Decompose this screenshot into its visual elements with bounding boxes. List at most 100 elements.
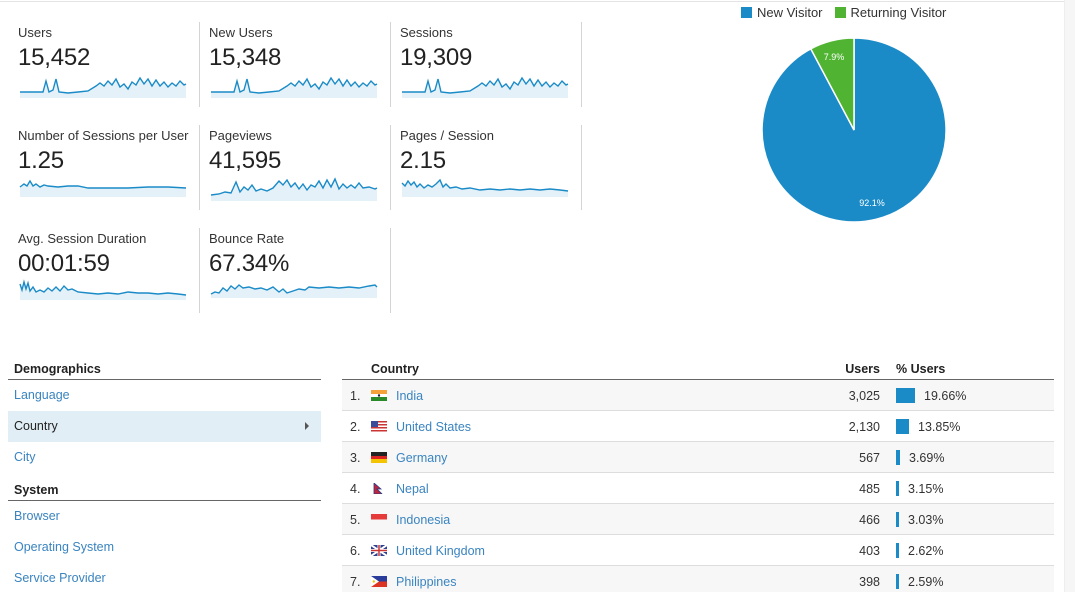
users-value: 567 (859, 451, 880, 465)
metric-bounce-rate[interactable]: Bounce Rate 67.34% (201, 228, 391, 313)
metric-pageviews[interactable]: Pageviews 41,595 (201, 125, 391, 210)
metric-value: 00:01:59 (18, 250, 110, 277)
metric-sessions[interactable]: Sessions 19,309 (392, 22, 582, 107)
sparkline (402, 76, 569, 98)
table-header: Country Users % Users (342, 358, 1054, 380)
metric-value: 2.15 (400, 147, 446, 174)
flag-germany-icon (371, 452, 387, 463)
country-link[interactable]: Germany (396, 451, 448, 465)
caret-right-icon (305, 422, 309, 430)
country-link[interactable]: India (396, 389, 424, 403)
metric-value: 19,309 (400, 44, 473, 71)
metric-value: 15,348 (209, 44, 282, 71)
metric-pages-per-session[interactable]: Pages / Session 2.15 (392, 125, 582, 210)
legend-swatch-new (741, 7, 752, 18)
dimension-menu: Demographics Language Country City Syste… (8, 358, 321, 592)
metric-label: Pages / Session (400, 128, 494, 143)
country-link[interactable]: Indonesia (396, 513, 451, 527)
visitor-pie-chart[interactable]: 7.9% 92.1% (760, 36, 948, 224)
menu-item-operating-system[interactable]: Operating System (14, 540, 115, 554)
legend-label: New Visitor (757, 5, 823, 20)
users-value: 3,025 (848, 389, 880, 403)
metric-sessions-per-user[interactable]: Number of Sessions per User 1.25 (10, 125, 200, 210)
metric-label: Users (18, 25, 52, 40)
metric-label: Bounce Rate (209, 231, 285, 246)
flag-indonesia-icon (371, 514, 387, 525)
pct-users-value: 13.85% (918, 420, 961, 434)
row-index: 7. (350, 575, 361, 589)
pct-users-value: 3.69% (909, 451, 945, 465)
menu-item-browser[interactable]: Browser (14, 509, 60, 523)
pct-users-value: 19.66% (924, 389, 967, 403)
flag-india-icon (371, 390, 387, 401)
metric-label: Avg. Session Duration (18, 231, 147, 246)
metric-value: 1.25 (18, 147, 64, 174)
legend-item-returning-visitor[interactable]: Returning Visitor (834, 5, 947, 20)
users-value: 466 (859, 513, 880, 527)
row-index: 6. (350, 544, 361, 558)
pct-bar (896, 481, 899, 496)
sparkline (19, 279, 187, 300)
menu-item-city[interactable]: City (14, 450, 36, 464)
metric-label: New Users (209, 25, 273, 40)
menu-item-country[interactable]: Country (8, 411, 321, 442)
pct-bar (896, 450, 900, 465)
country-link[interactable]: United States (396, 420, 472, 434)
pie-slice-returning-visitor[interactable] (809, 37, 855, 131)
flag-nepal-icon (371, 482, 387, 495)
pct-bar (896, 419, 909, 434)
table-row: 2. United States 2,130 13.85% (342, 411, 1054, 442)
column-header-users[interactable]: Users (845, 362, 880, 376)
sparkline (211, 76, 378, 98)
flag-united-states-icon (371, 421, 387, 432)
country-link[interactable]: United Kingdom (396, 544, 485, 558)
flag-united-kingdom-icon (370, 544, 388, 557)
menu-section-demographics: Demographics (8, 358, 321, 380)
pct-bar (896, 543, 899, 558)
pie-label-returning: 7.9% (824, 52, 845, 62)
table-row: 7. Philippines 398 2.59% (342, 566, 1054, 592)
metric-new-users[interactable]: New Users 15,348 (201, 22, 391, 107)
row-index: 4. (350, 482, 361, 496)
users-value: 2,130 (848, 420, 880, 434)
column-header-pct-users[interactable]: % Users (896, 362, 946, 376)
metric-value: 41,595 (209, 147, 282, 174)
pct-users-value: 3.15% (908, 482, 944, 496)
country-table: Country Users % Users 1. India 3,025 19.66%… (342, 358, 1054, 592)
metric-value: 15,452 (18, 44, 91, 71)
metric-value: 67.34% (209, 250, 290, 277)
table-row: 1. India 3,025 19.66% (342, 380, 1054, 411)
table-row: 3. Germany 567 3.69% (342, 442, 1054, 473)
column-header-country[interactable]: Country (371, 362, 419, 376)
legend-item-new-visitor[interactable]: New Visitor (741, 5, 823, 20)
metric-label: Pageviews (209, 128, 272, 143)
menu-section-system: System (8, 479, 321, 501)
sparkline (19, 179, 187, 197)
row-index: 5. (350, 513, 361, 527)
users-value: 398 (859, 575, 880, 589)
sparkline (210, 177, 378, 201)
table-row: 5. Indonesia 466 3.03% (342, 504, 1054, 535)
metric-avg-session-duration[interactable]: Avg. Session Duration 00:01:59 (10, 228, 200, 313)
row-index: 3. (350, 451, 361, 465)
menu-item-label: Country (14, 419, 58, 433)
pct-users-value: 2.59% (908, 575, 944, 589)
legend-label: Returning Visitor (850, 5, 947, 20)
row-index: 1. (350, 389, 361, 403)
pie-legend: New Visitor Returning Visitor (741, 5, 946, 20)
metric-users[interactable]: Users 15,452 (10, 22, 200, 107)
country-link[interactable]: Philippines (396, 575, 457, 589)
scrollbar-track[interactable] (1064, 0, 1075, 592)
pct-users-value: 2.62% (908, 544, 944, 558)
sparkline (401, 178, 569, 197)
row-index: 2. (350, 420, 361, 434)
pct-bar (896, 512, 899, 527)
menu-item-language[interactable]: Language (14, 388, 70, 402)
metric-label: Number of Sessions per User (18, 128, 189, 143)
pie-label-new: 92.1% (859, 198, 885, 208)
legend-swatch-returning (834, 7, 846, 18)
country-link[interactable]: Nepal (396, 482, 429, 496)
pct-users-value: 3.03% (908, 513, 944, 527)
pct-bar (896, 388, 915, 403)
menu-item-service-provider[interactable]: Service Provider (14, 571, 106, 585)
